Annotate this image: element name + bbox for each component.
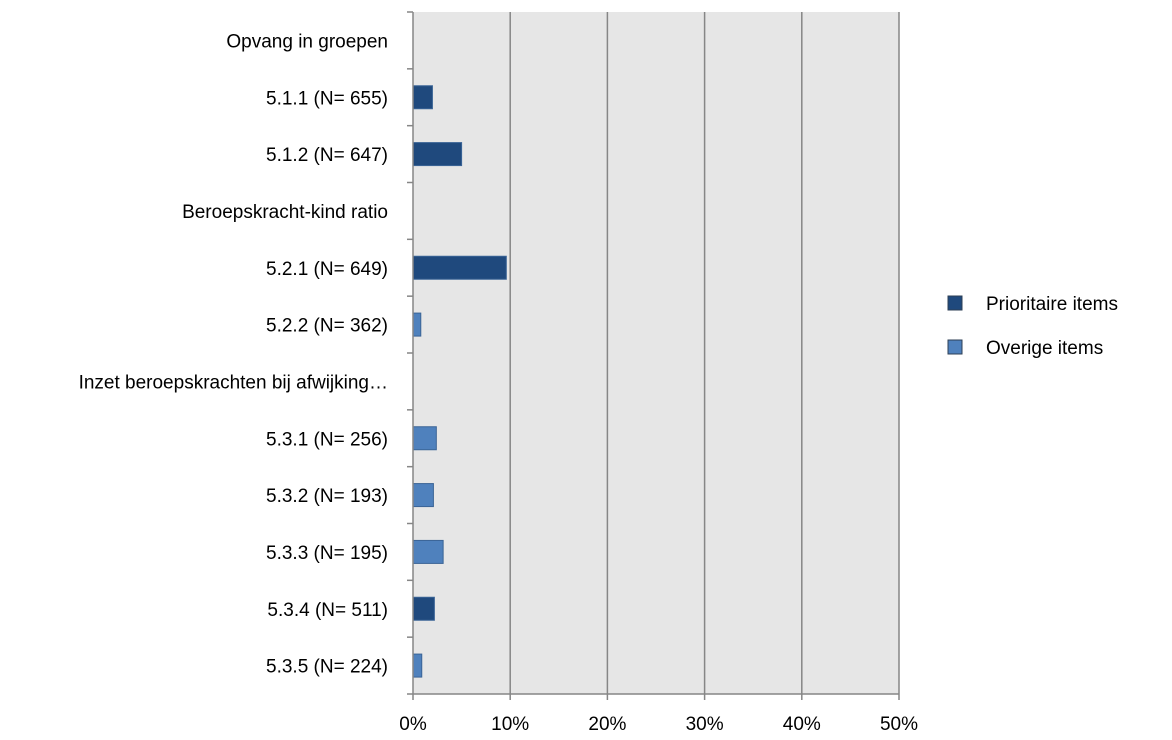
category-label: Inzet beroepskrachten bij afwijking… (79, 372, 388, 393)
bar (412, 483, 434, 508)
category-label: 5.3.1 (N= 256) (266, 429, 388, 450)
x-tick-label: 10% (491, 714, 529, 735)
category-label: 5.3.3 (N= 195) (266, 543, 388, 564)
bar (412, 85, 433, 110)
gridlines (509, 12, 900, 694)
category-label: 5.2.1 (N= 649) (266, 259, 388, 280)
legend-label: Prioritaire items (986, 294, 1118, 315)
x-tick-label: 0% (399, 714, 427, 735)
category-label: Beroepskracht-kind ratio (182, 202, 388, 223)
x-axis-ticks: 0% 10% 20% 30% 40% 50% (399, 694, 918, 735)
category-ticks (407, 11, 413, 695)
category-label: 5.1.2 (N= 647) (266, 145, 388, 166)
category-label: 5.3.4 (N= 511) (267, 600, 388, 621)
category-labels: Opvang in groepen 5.1.1 (N= 655) 5.1.2 (N=… (79, 31, 388, 677)
bar (412, 312, 422, 337)
x-tick-label: 30% (686, 714, 724, 735)
bar (412, 255, 507, 280)
category-label: Opvang in groepen (226, 31, 388, 52)
category-label: 5.3.2 (N= 193) (266, 486, 388, 507)
bar (412, 653, 423, 678)
legend-swatch (947, 339, 963, 355)
x-tick-label: 20% (588, 714, 626, 735)
plot-area (413, 12, 899, 694)
bar (412, 426, 437, 451)
x-tick-label: 40% (783, 714, 821, 735)
category-label: 5.1.1 (N= 655) (266, 88, 388, 109)
bar (412, 142, 463, 167)
category-label: 5.2.2 (N= 362) (266, 316, 388, 337)
bar (412, 539, 444, 564)
bar (412, 596, 435, 621)
x-tick-label: 50% (880, 714, 918, 735)
category-label: 5.3.5 (N= 224) (266, 657, 388, 678)
legend-swatch (947, 295, 963, 311)
legend: Prioritaire items Overige items (947, 294, 1118, 359)
legend-label: Overige items (986, 338, 1103, 359)
